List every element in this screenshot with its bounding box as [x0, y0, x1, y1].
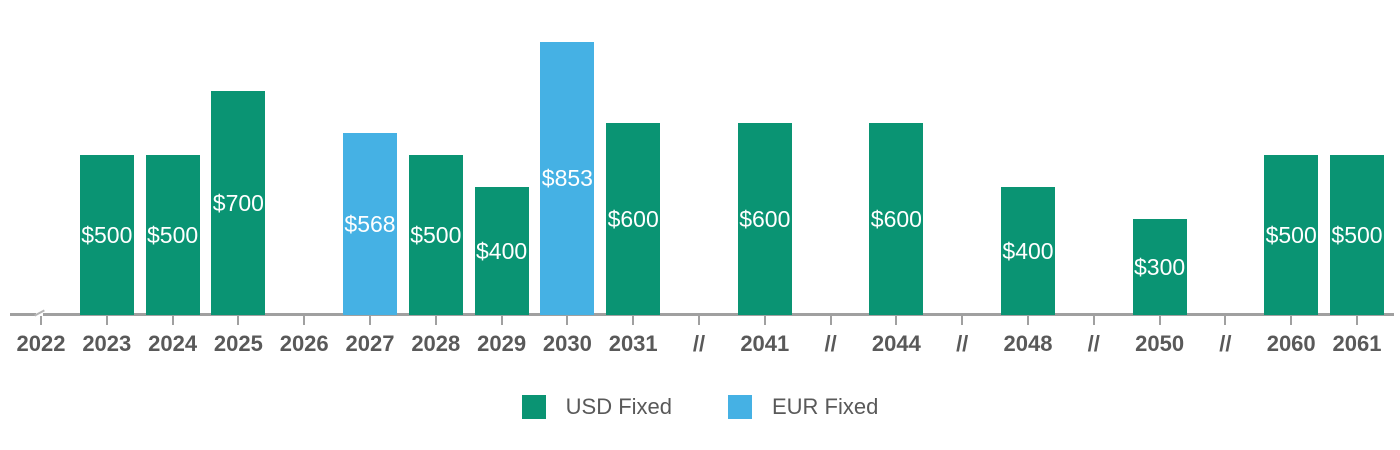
bar-2060-usd-fixed: $500 — [1264, 155, 1319, 315]
x-tick — [566, 316, 569, 325]
bar-2050-usd-fixed: $300 — [1132, 219, 1187, 315]
bar-2027-eur-fixed: $568 — [343, 133, 397, 315]
bar-2031-usd-fixed: $600 — [606, 123, 661, 315]
x-axis-line-left-segment — [10, 313, 36, 316]
x-axis-label-2061: 2061 — [1332, 331, 1382, 356]
x-axis-label-2029: 2029 — [477, 331, 527, 356]
x-axis-line — [43, 313, 1394, 316]
x-axis-label-2028: 2028 — [411, 331, 461, 356]
x-axis-label-2025: 2025 — [213, 331, 263, 356]
x-tick — [369, 316, 371, 325]
legend-label: EUR Fixed — [772, 394, 879, 419]
x-axis-label-2048: 2048 — [1003, 331, 1053, 356]
x-tick — [1092, 316, 1095, 325]
legend: USD Fixed EUR Fixed — [0, 394, 1400, 420]
x-axis-label-2024: 2024 — [148, 331, 198, 356]
bar-2048-usd-fixed: $400 — [1001, 187, 1055, 315]
bar-value-label: $500 — [1331, 221, 1383, 248]
x-axis-label-breakbreak: // — [824, 331, 837, 356]
bar-value-label: $500 — [1265, 221, 1317, 248]
bar-2044-usd-fixed: $600 — [869, 123, 924, 315]
x-tick — [303, 316, 306, 325]
bar-2023-usd-fixed: $500 — [79, 155, 134, 315]
x-tick — [1290, 316, 1293, 325]
bar-value-label: $500 — [81, 221, 133, 248]
bar-value-label: $400 — [1002, 237, 1054, 264]
bar-2061-usd-fixed: $500 — [1330, 155, 1384, 315]
x-axis-label-2030: 2030 — [542, 331, 592, 356]
x-tick — [895, 316, 898, 325]
bar-value-label: $700 — [212, 189, 264, 216]
bar-2030-eur-fixed: $853 — [540, 42, 595, 315]
x-tick — [961, 316, 964, 325]
x-axis-label-2044: 2044 — [871, 331, 921, 356]
x-axis-label-2041: 2041 — [740, 331, 790, 356]
x-axis-label-breakbreak: // — [1087, 331, 1100, 356]
bar-2029-usd-fixed: $400 — [474, 187, 529, 315]
x-tick — [829, 316, 832, 325]
bar-value-label: $600 — [739, 205, 791, 232]
bar-2028-usd-fixed: $500 — [408, 155, 463, 315]
legend-swatch-usd-fixed — [521, 395, 546, 419]
x-axis-label-2022: 2022 — [16, 331, 66, 356]
x-axis-label-2023: 2023 — [82, 331, 132, 356]
legend-item-usd-fixed: USD Fixed — [521, 394, 672, 420]
x-tick — [632, 316, 635, 325]
x-tick — [237, 316, 240, 325]
x-axis-label-breakbreak: // — [1219, 331, 1232, 356]
legend-swatch-eur-fixed — [728, 395, 752, 419]
legend-item-eur-fixed: EUR Fixed — [728, 394, 878, 420]
bar-value-label: $500 — [147, 221, 199, 248]
bar-value-label: $400 — [476, 237, 528, 264]
x-axis-label-2026: 2026 — [279, 331, 329, 356]
bar-value-label: $600 — [870, 205, 922, 232]
x-tick — [171, 316, 174, 325]
bar-value-label: $600 — [607, 205, 659, 232]
x-axis-label-breakbreak: // — [692, 331, 706, 356]
bar-value-label: $500 — [410, 221, 462, 248]
x-axis-label-2031: 2031 — [608, 331, 658, 356]
x-tick — [1027, 316, 1029, 325]
x-tick — [1224, 316, 1227, 325]
x-tick — [763, 316, 766, 325]
x-axis-label-2027: 2027 — [345, 331, 395, 356]
bar-2024-usd-fixed: $500 — [145, 155, 200, 315]
x-tick — [105, 316, 108, 325]
x-axis-label-2060: 2060 — [1266, 331, 1316, 356]
x-tick — [1356, 316, 1358, 325]
bar-2041-usd-fixed: $600 — [737, 123, 792, 315]
legend-label: USD Fixed — [565, 394, 672, 419]
x-tick — [500, 316, 503, 325]
bar-value-label: $853 — [541, 165, 593, 191]
bar-2025-usd-fixed: $700 — [211, 91, 266, 315]
x-tick — [1158, 316, 1161, 325]
x-axis-label-2050: 2050 — [1135, 331, 1185, 356]
x-tick — [434, 316, 437, 325]
x-tick — [40, 316, 42, 325]
x-tick — [698, 316, 700, 325]
x-axis-label-breakbreak: // — [956, 331, 969, 356]
bar-value-label: $568 — [344, 210, 396, 237]
bar-value-label: $300 — [1134, 253, 1186, 280]
